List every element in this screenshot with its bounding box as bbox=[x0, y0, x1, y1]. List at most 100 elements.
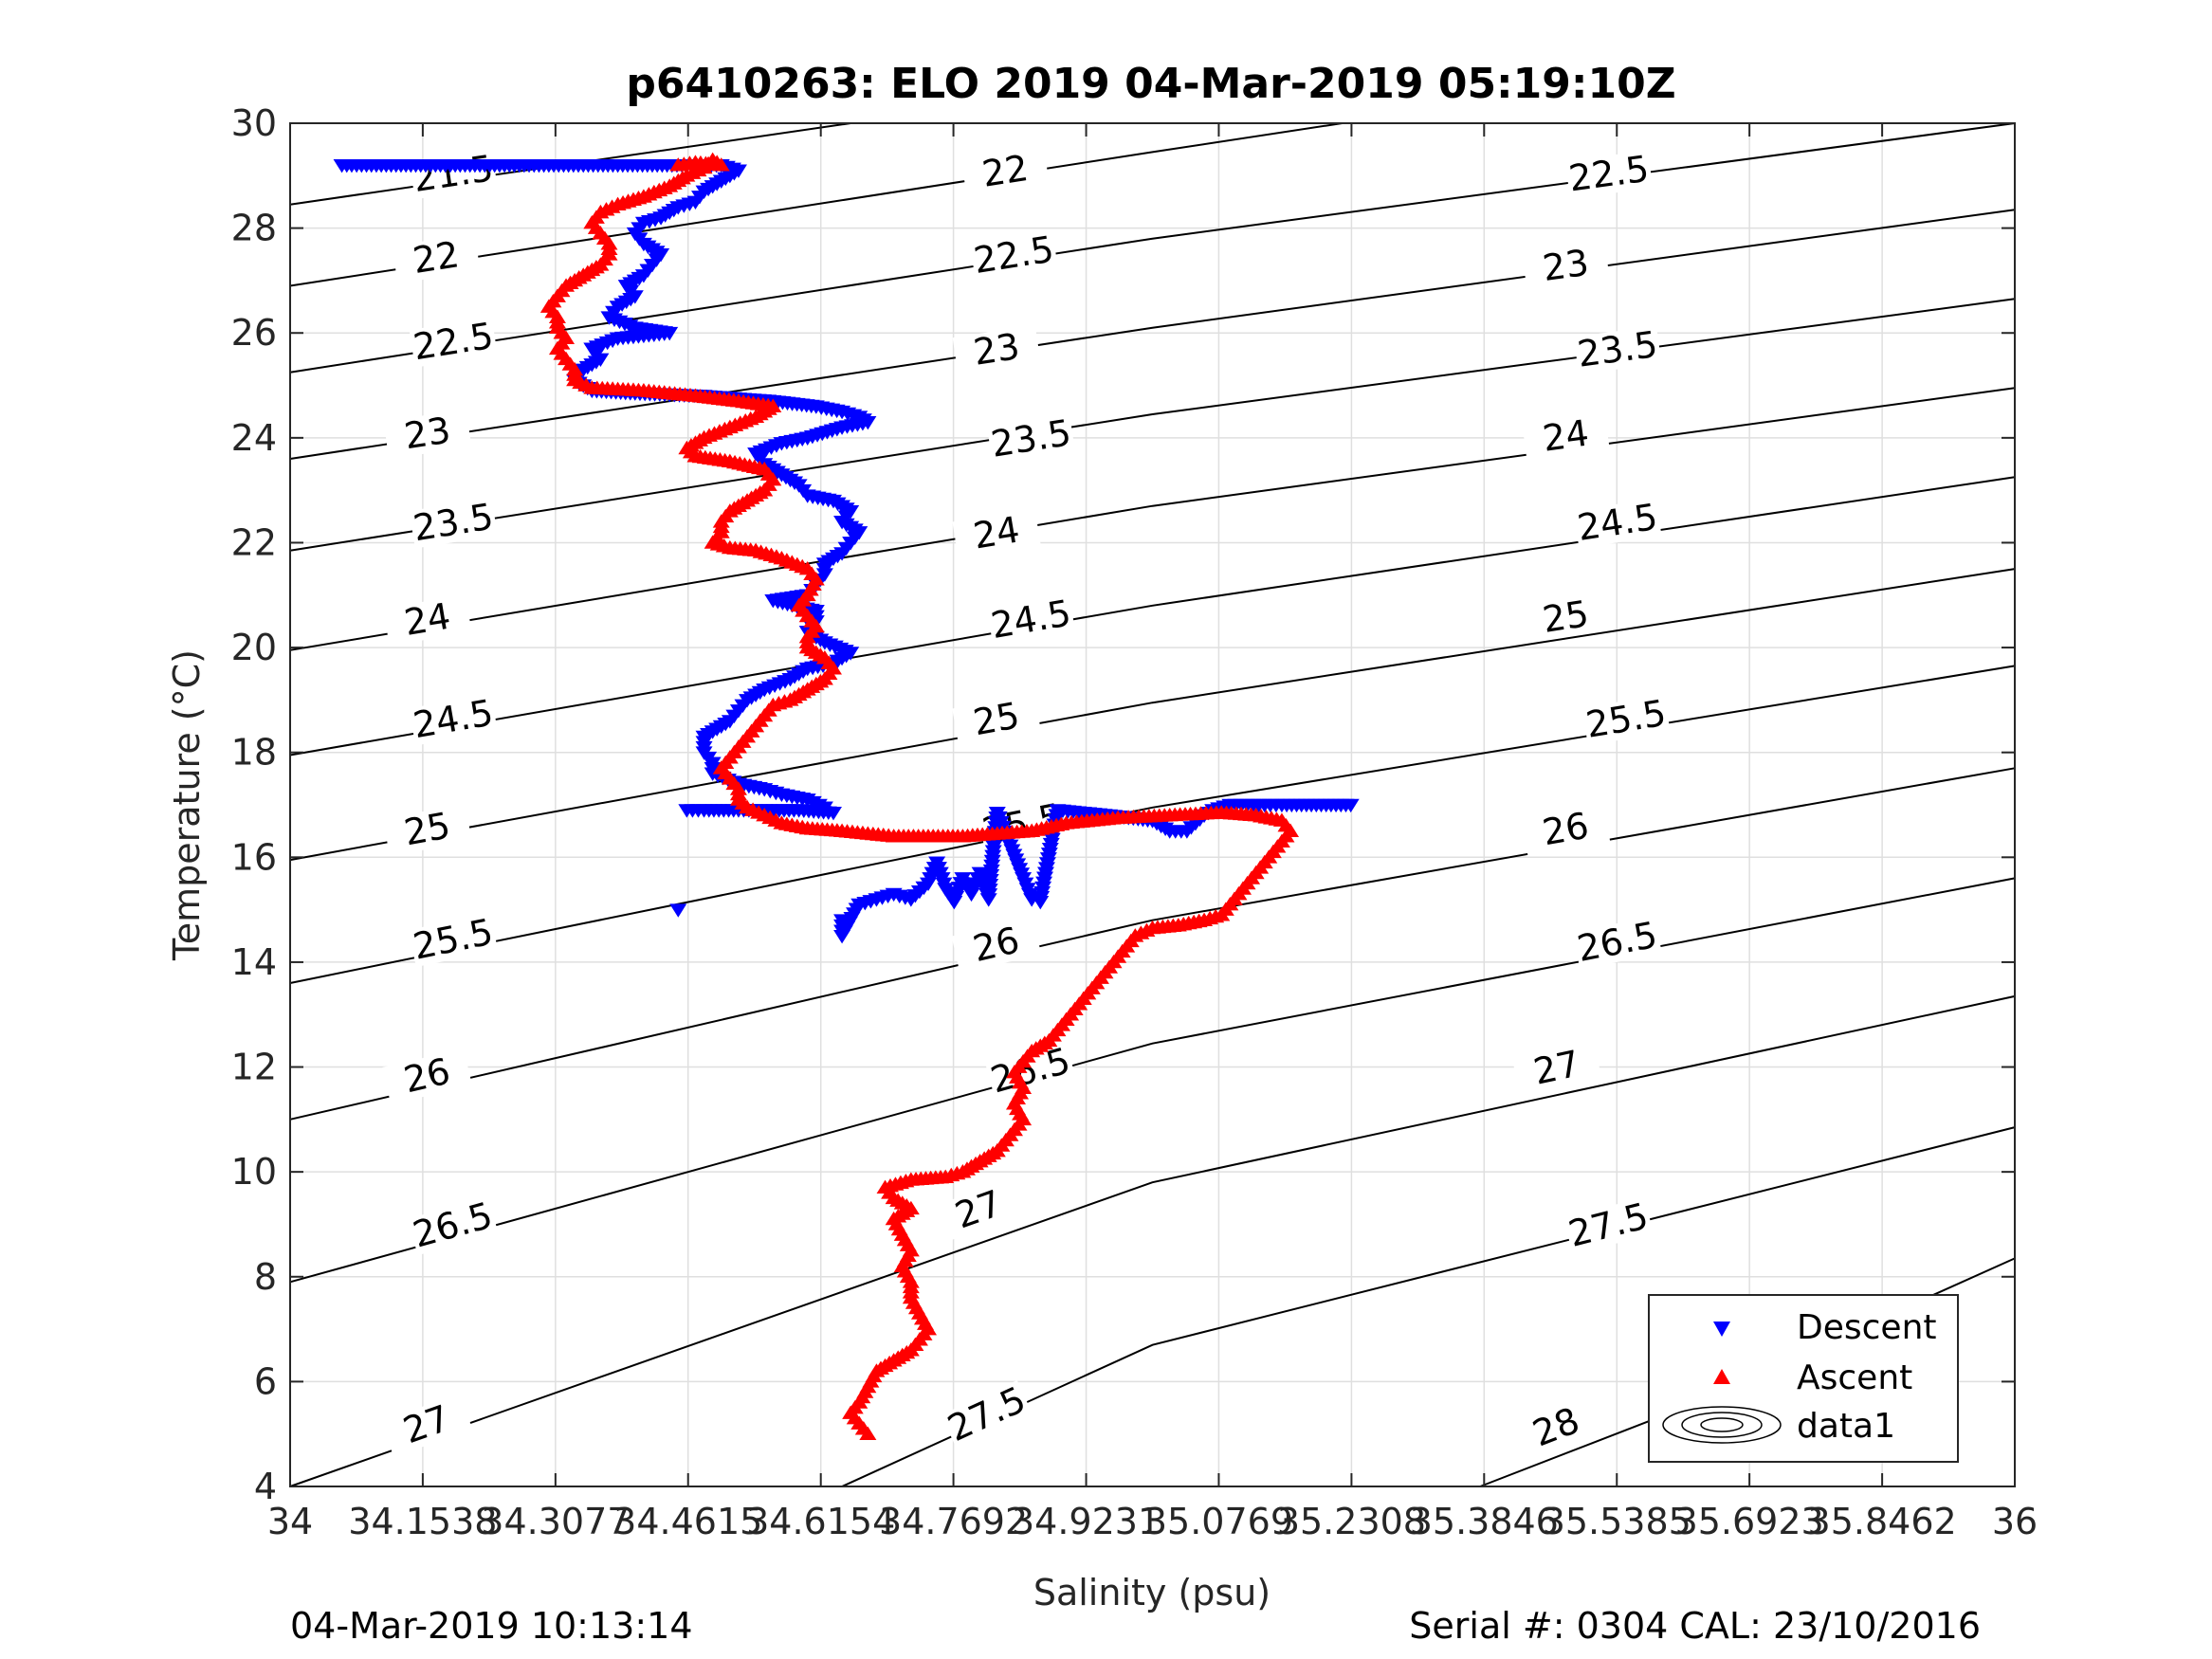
contour-label: 26 bbox=[400, 1050, 454, 1102]
y-tick-label: 24 bbox=[231, 417, 277, 459]
x-tick-label: 34.4615 bbox=[613, 1501, 762, 1542]
ascent-point bbox=[669, 157, 687, 172]
x-tick-label: 34.1538 bbox=[348, 1501, 497, 1542]
contour-label-bg bbox=[969, 230, 1058, 282]
x-axis-label: Salinity (psu) bbox=[1033, 1572, 1271, 1613]
x-tick-label: 34.6154 bbox=[746, 1501, 895, 1542]
contour-label-bg bbox=[951, 917, 1042, 974]
y-tick-label: 8 bbox=[254, 1256, 277, 1298]
contour-label-bg bbox=[392, 233, 481, 284]
contour-label: 23 bbox=[1540, 242, 1591, 289]
contour-label-bg bbox=[1511, 1041, 1602, 1097]
legend-descent-label: Descent bbox=[1797, 1308, 1937, 1347]
contour-label-bg bbox=[941, 1380, 1033, 1449]
contour-label: 25 bbox=[1540, 592, 1592, 641]
contour-label-bg bbox=[409, 498, 498, 549]
contour-label-bg bbox=[383, 409, 472, 460]
chart-title: p6410263: ELO 2019 04-Mar-2019 05:19:10Z bbox=[626, 60, 1675, 108]
density-contour-27 bbox=[289, 994, 2016, 1487]
axes-box bbox=[289, 122, 2016, 1487]
density-contour-24.5 bbox=[289, 476, 2016, 757]
contour-label-bg bbox=[986, 594, 1076, 647]
contour-label-bg bbox=[1522, 411, 1610, 462]
legend-data1-label: data1 bbox=[1797, 1407, 1895, 1446]
contour-label: 23 bbox=[402, 410, 453, 458]
contour-label: 27 bbox=[1530, 1043, 1584, 1093]
y-axis-label: Temperature (°C) bbox=[166, 649, 208, 961]
contour-label: 22 bbox=[979, 147, 1032, 195]
contour-label: 22 bbox=[411, 233, 463, 282]
contour-label: 25 bbox=[970, 694, 1022, 743]
contour-label-bg bbox=[407, 1196, 499, 1256]
footer-timestamp: 04-Mar-2019 10:13:14 bbox=[290, 1605, 693, 1647]
contour-label-bg bbox=[933, 1178, 1025, 1243]
y-tick-label: 6 bbox=[254, 1360, 277, 1402]
legend-data1-contour-icon bbox=[1662, 1406, 1782, 1444]
x-tick-label: 35.5385 bbox=[1543, 1501, 1691, 1542]
y-tick-label: 26 bbox=[231, 312, 277, 354]
contour-label-bg bbox=[1581, 694, 1671, 746]
x-tick-label: 35.0769 bbox=[1144, 1501, 1293, 1542]
density-contour-25 bbox=[289, 568, 2016, 862]
x-tick-label: 35.6923 bbox=[1675, 1501, 1824, 1542]
contour-label-bg bbox=[382, 803, 472, 857]
legend-ascent-marker bbox=[1713, 1369, 1730, 1384]
contour-label-bg bbox=[960, 146, 1050, 197]
y-tick-label: 12 bbox=[231, 1047, 277, 1088]
descent-point bbox=[669, 903, 687, 918]
contour-label: 25 bbox=[401, 805, 453, 854]
contour-label-bg bbox=[952, 693, 1041, 746]
y-tick-label: 20 bbox=[231, 627, 277, 668]
descent-point bbox=[1342, 798, 1360, 813]
contour-label-bg bbox=[383, 594, 472, 647]
contour-label-bg bbox=[986, 413, 1076, 465]
legend-descent-marker bbox=[1713, 1322, 1730, 1337]
x-tick-label: 34.9231 bbox=[1012, 1501, 1161, 1542]
density-contour-22 bbox=[289, 122, 1343, 287]
x-tick-label: 36 bbox=[1992, 1501, 2038, 1542]
density-contour-26 bbox=[289, 767, 2016, 1121]
x-tick-label: 35.8462 bbox=[1808, 1501, 1957, 1542]
density-contour-27.5 bbox=[841, 1126, 2016, 1487]
contour-label-bg bbox=[952, 507, 1041, 559]
x-tick-label: 34.7692 bbox=[879, 1501, 1028, 1542]
contour-label-bg bbox=[408, 913, 499, 968]
contour-label-bg bbox=[1563, 1196, 1654, 1255]
contour-label-bg bbox=[409, 317, 498, 368]
y-tick-label: 10 bbox=[231, 1151, 277, 1193]
y-tick-label: 28 bbox=[231, 208, 277, 249]
legend-box bbox=[1648, 1294, 1959, 1463]
legend: Descent Ascent data1 bbox=[1648, 1294, 1959, 1463]
density-contour-22.5 bbox=[289, 122, 2016, 374]
density-contour-26.5 bbox=[289, 877, 2016, 1284]
contour-label-bg bbox=[952, 325, 1041, 375]
ascent-series bbox=[539, 152, 1300, 1440]
descent-series bbox=[333, 158, 1360, 944]
contour-label-bg bbox=[382, 1048, 472, 1104]
contour-label-bg bbox=[1510, 1395, 1602, 1461]
x-tick-label: 35.2308 bbox=[1277, 1501, 1426, 1542]
density-contour-23.5 bbox=[289, 298, 2016, 552]
x-axis-ticks: 34 34.153834.307734.461534.615434.769234.… bbox=[267, 123, 2038, 1542]
contour-label: 26 bbox=[1540, 805, 1592, 854]
contour-label-bg bbox=[1573, 325, 1662, 375]
density-contour-24 bbox=[289, 387, 2016, 651]
contour-label: 23 bbox=[971, 325, 1022, 374]
contour-label: 24 bbox=[1540, 412, 1591, 460]
y-tick-label: 30 bbox=[231, 102, 277, 144]
x-tick-label: 34 bbox=[267, 1501, 313, 1542]
x-tick-label: 34.3077 bbox=[481, 1501, 630, 1542]
descent-point bbox=[824, 806, 842, 821]
footer-serial-cal: Serial #: 0304 CAL: 23/10/2016 bbox=[1409, 1605, 1981, 1647]
plot-area bbox=[290, 123, 2015, 1486]
contour-label-bg bbox=[1521, 804, 1611, 856]
contour-label-bg bbox=[1573, 498, 1662, 549]
contour-label: 24 bbox=[970, 508, 1022, 556]
contour-label-bg bbox=[1521, 592, 1610, 643]
legend-ascent-label: Ascent bbox=[1797, 1358, 1912, 1397]
contour-label-bg bbox=[409, 694, 498, 746]
contour-label: 24 bbox=[401, 595, 453, 644]
contour-label-bg bbox=[1564, 150, 1654, 199]
y-tick-label: 14 bbox=[231, 941, 277, 983]
